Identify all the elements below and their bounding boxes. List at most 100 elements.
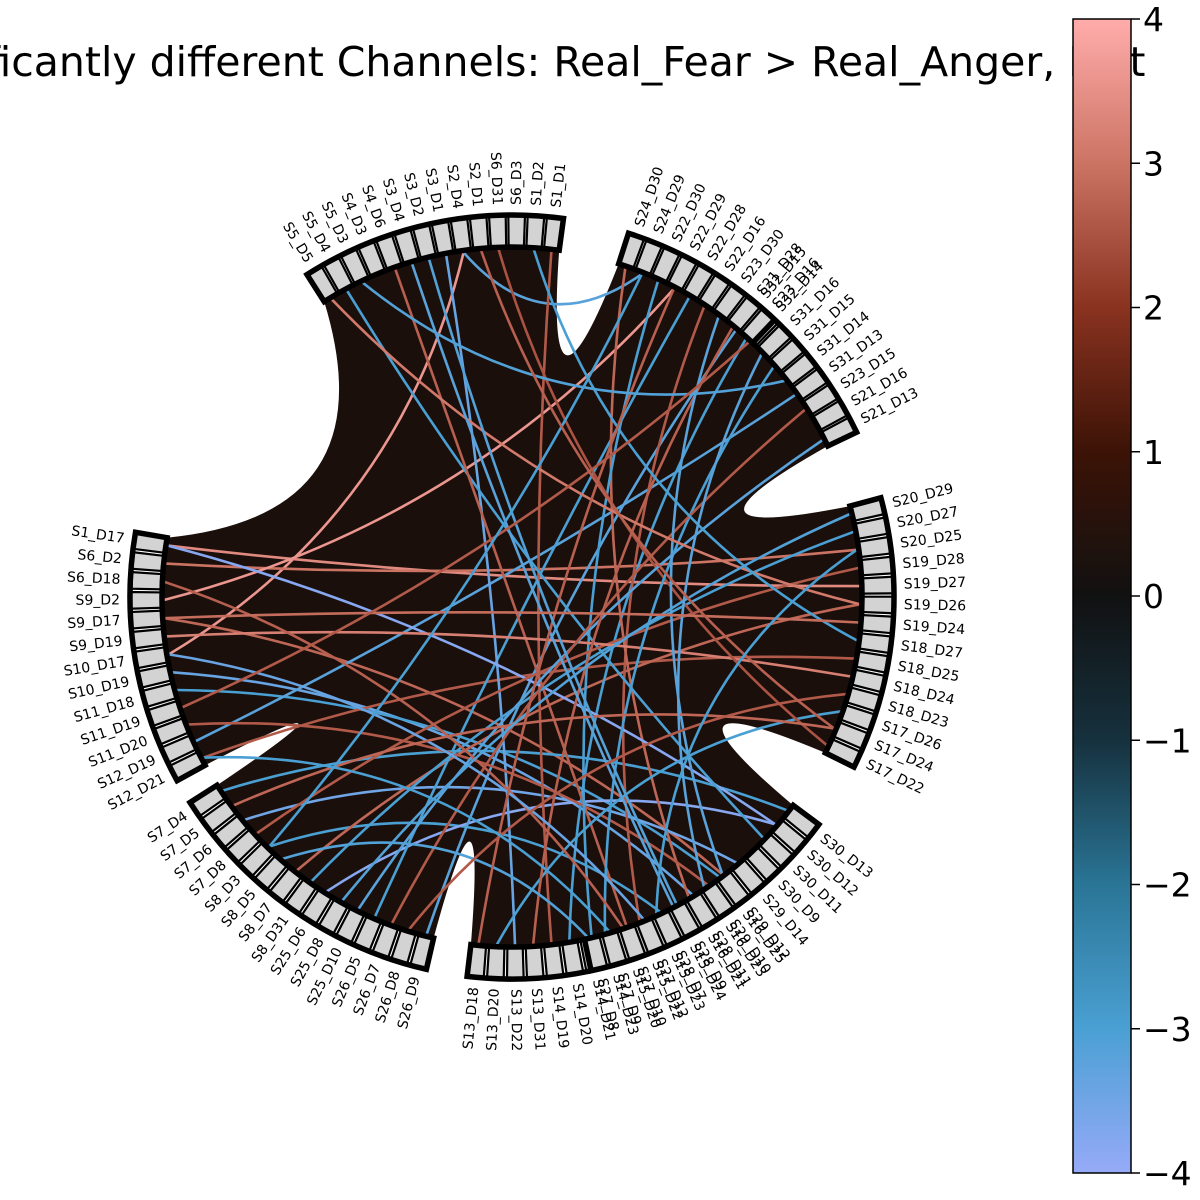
chord-link [162, 287, 676, 602]
chord-link [669, 315, 724, 876]
chord-link [495, 710, 842, 946]
chord-link [255, 566, 861, 835]
channel-label: S6_D18 [67, 570, 121, 588]
channel-label: S13_D22 [507, 989, 524, 1051]
chord-link [202, 655, 856, 759]
chord-link [310, 530, 856, 883]
chord-link [166, 544, 777, 826]
chord-node [468, 214, 490, 251]
chord-link [163, 611, 861, 624]
chord-group-frame [303, 212, 567, 306]
channel-label: S9_D19 [69, 633, 124, 655]
channel-label: S14_D20 [569, 982, 595, 1046]
channel-label: S6_D31 [487, 152, 505, 206]
chord-group-frame [727, 295, 861, 450]
chord-node [856, 632, 894, 655]
chord-node [129, 609, 165, 630]
chord-link [394, 267, 628, 927]
channel-label: S19_D28 [902, 551, 965, 572]
chord-link [164, 630, 853, 678]
chord-link [330, 298, 862, 606]
chord-link [477, 287, 676, 945]
chord-link [444, 254, 517, 947]
channel-label: S19_D26 [904, 597, 967, 614]
chord-node [132, 645, 170, 670]
chord-node [128, 590, 164, 610]
chord-link [163, 580, 624, 929]
chord-node [129, 550, 166, 573]
chord-node [485, 945, 506, 981]
colorbar-tick-label: −3 [1143, 1010, 1192, 1049]
chord-node [859, 613, 895, 635]
colorbar-tick-label: 2 [1143, 289, 1164, 328]
chord-node [560, 939, 585, 977]
colorbar-gradient [1072, 18, 1132, 1174]
chord-link [479, 249, 836, 730]
chord-node [525, 214, 546, 250]
channel-label: S1_D2 [529, 161, 548, 206]
chord-link [268, 272, 644, 848]
channel-label: S6_D2 [77, 547, 123, 567]
colorbar-ticks: 4 3 2 1 0 −1 −2 −3 −4 [1131, 0, 1192, 1193]
chord-link [243, 785, 738, 865]
chord-link [232, 713, 836, 807]
chord-group-frame [581, 801, 823, 974]
channel-label: S6_D3 [509, 160, 526, 205]
chord-link [175, 688, 721, 878]
chord-link [425, 329, 737, 936]
chord-node [449, 216, 473, 253]
chord-links-layer [162, 248, 862, 947]
chord-node [487, 213, 508, 249]
chord-node [860, 595, 896, 615]
chord-node [507, 213, 527, 249]
chord-group-frame [127, 529, 209, 785]
chord-node [860, 575, 896, 595]
chord-link [180, 340, 751, 709]
colorbar-tick-label: −2 [1143, 866, 1192, 905]
colorbar: 4 3 2 1 0 −1 −2 −3 −4 [1072, 0, 1192, 1193]
chord-link [345, 289, 765, 840]
chord-node [128, 570, 164, 591]
chord-node [542, 942, 565, 979]
chord-link [163, 616, 724, 876]
chord-link [281, 841, 589, 939]
chord-link [582, 279, 660, 938]
chord-node [858, 555, 895, 577]
chord-node [856, 535, 893, 559]
chord-link [167, 653, 645, 921]
chord-link [221, 749, 789, 812]
chord-group-frame [615, 229, 779, 347]
chord-group-frame [186, 781, 437, 973]
channel-label: S2_D1 [465, 162, 485, 208]
chord-link [390, 408, 807, 925]
channel-label: S2_D4 [443, 164, 465, 210]
chord-link [655, 548, 859, 915]
colorbar-tick-label: 0 [1143, 577, 1164, 616]
chord-link [361, 281, 786, 396]
chord-link [166, 544, 862, 588]
chord-node [524, 944, 545, 980]
channel-label: S9_D2 [75, 592, 120, 608]
chord-link [410, 262, 674, 907]
chord-node [505, 945, 525, 981]
chord-link [609, 266, 690, 899]
channel-label: S18_D27 [900, 638, 964, 662]
colorbar-tick-label: 4 [1143, 0, 1164, 39]
chord-nodes-layer [127, 212, 897, 982]
chord-link [603, 366, 775, 934]
chord-group-frame [821, 494, 897, 771]
chart-title: Significantly different Channels: Real_F… [0, 38, 1145, 86]
chord-link [167, 251, 465, 656]
channel-label: S14_D19 [548, 986, 571, 1050]
channel-label: S13_D20 [484, 988, 503, 1051]
channel-label: S13_D31 [528, 988, 548, 1051]
colorbar-tick-label: −1 [1143, 721, 1192, 760]
chord-link [531, 326, 734, 946]
chord-link [427, 257, 678, 905]
colorbar-tick-label: 1 [1143, 433, 1164, 472]
channel-label: S19_D27 [904, 575, 967, 593]
colorbar-tick-label: −4 [1143, 1154, 1192, 1193]
chord-link [194, 393, 797, 743]
channel-label: S20_D25 [899, 527, 963, 551]
